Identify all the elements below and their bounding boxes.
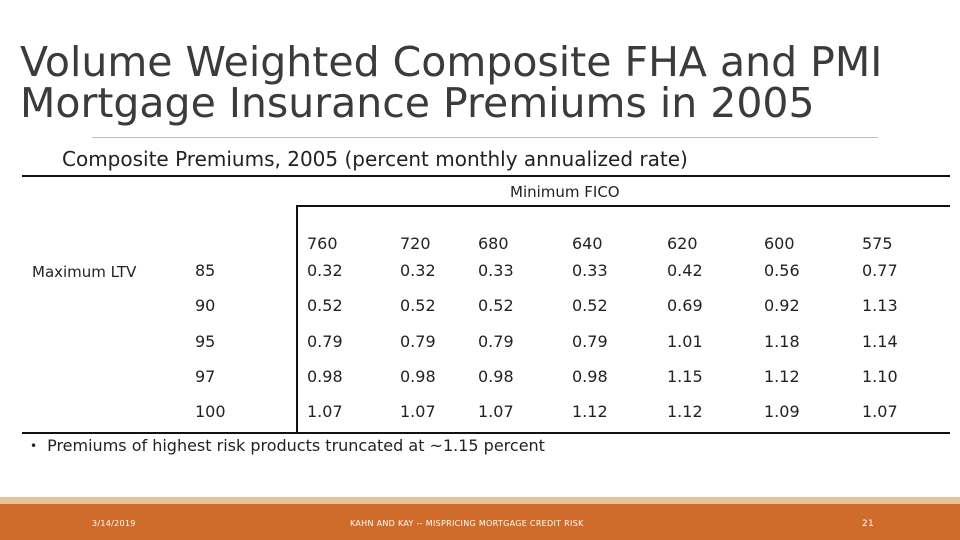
column-header: 575 [862,234,893,253]
table-cell: 0.42 [667,261,703,280]
footer-date: 3/14/2019 [92,519,136,528]
footnote: • Premiums of highest risk products trunc… [30,436,545,455]
table-cell: 1.15 [667,367,703,386]
column-group-rule [297,205,950,207]
table-cell: 0.79 [307,332,343,351]
table-cell: 0.52 [400,296,436,315]
column-header: 680 [478,234,509,253]
table-cell: 0.56 [764,261,800,280]
table-cell: 1.12 [667,402,703,421]
table-cell: 1.01 [667,332,703,351]
table-cell: 0.33 [478,261,514,280]
table-top-rule [22,175,950,177]
table-cell: 0.32 [307,261,343,280]
row-header: 85 [195,261,216,280]
row-group-label: Maximum LTV [32,263,137,281]
table-cell: 1.12 [572,402,608,421]
table-cell: 0.77 [862,261,898,280]
title-divider [92,137,878,138]
table-cell: 0.98 [307,367,343,386]
table-cell: 0.33 [572,261,608,280]
table-vertical-rule [296,205,298,432]
table-cell: 0.79 [478,332,514,351]
table-cell: 1.13 [862,296,898,315]
table-cell: 0.52 [307,296,343,315]
table-cell: 0.69 [667,296,703,315]
table-cell: 1.07 [307,402,343,421]
column-header: 620 [667,234,698,253]
table-cell: 0.52 [572,296,608,315]
slide-title: Volume Weighted Composite FHA and PMI Mo… [20,38,883,127]
table-subtitle: Composite Premiums, 2005 (percent monthl… [62,147,688,171]
slide-footer: 3/14/2019 KAHN AND KAY -- MISPRICING MOR… [0,497,960,540]
table-cell: 1.10 [862,367,898,386]
table-cell: 1.09 [764,402,800,421]
table-cell: 1.07 [400,402,436,421]
table-cell: 0.79 [572,332,608,351]
table-cell: 0.52 [478,296,514,315]
row-header: 97 [195,367,216,386]
table-cell: 1.07 [478,402,514,421]
row-header: 100 [195,402,226,421]
bullet-icon: • [30,439,38,453]
row-header: 95 [195,332,216,351]
column-header: 720 [400,234,431,253]
column-group-label: Minimum FICO [510,183,620,201]
column-header: 640 [572,234,603,253]
table-cell: 0.98 [478,367,514,386]
table-cell: 0.98 [572,367,608,386]
footnote-text: Premiums of highest risk products trunca… [47,436,545,455]
table-cell: 0.79 [400,332,436,351]
table-cell: 1.12 [764,367,800,386]
table-cell: 0.98 [400,367,436,386]
table-cell: 1.14 [862,332,898,351]
table-cell: 0.92 [764,296,800,315]
column-header: 600 [764,234,795,253]
table-cell: 1.18 [764,332,800,351]
footer-accent-bar [0,497,960,504]
row-header: 90 [195,296,216,315]
footer-title: KAHN AND KAY -- MISPRICING MORTGAGE CRED… [350,519,584,528]
table-cell: 1.07 [862,402,898,421]
column-header: 760 [307,234,338,253]
page-number: 21 [862,519,875,529]
table-bottom-rule [22,432,950,434]
table-cell: 0.32 [400,261,436,280]
